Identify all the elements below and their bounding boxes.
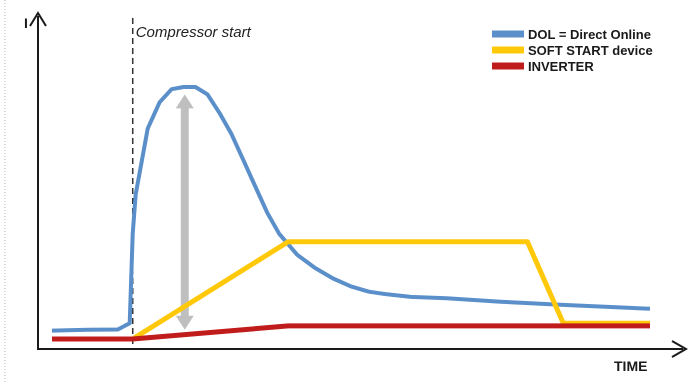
series-layer (51, 85, 651, 342)
legend-label-soft-start-device: SOFT START device (528, 43, 653, 58)
peak-arrow-head-bottom (175, 315, 194, 330)
series-line-inverter (52, 323, 650, 342)
legend-label-inverter: INVERTER (528, 59, 594, 74)
compressor-start-label: Compressor start (136, 24, 252, 41)
peak-current-arrow (175, 94, 194, 330)
y-axis-arrowhead (29, 11, 47, 27)
peak-arrow-head-top (175, 94, 194, 109)
x-axis-arrowhead (671, 340, 689, 358)
x-axis-label: TIME (614, 358, 647, 374)
legend-label-dol-direct-online: DOL = Direct Online (528, 27, 651, 42)
series-line-dol-direct-online (51, 85, 651, 333)
y-axis-label: I (24, 15, 28, 31)
